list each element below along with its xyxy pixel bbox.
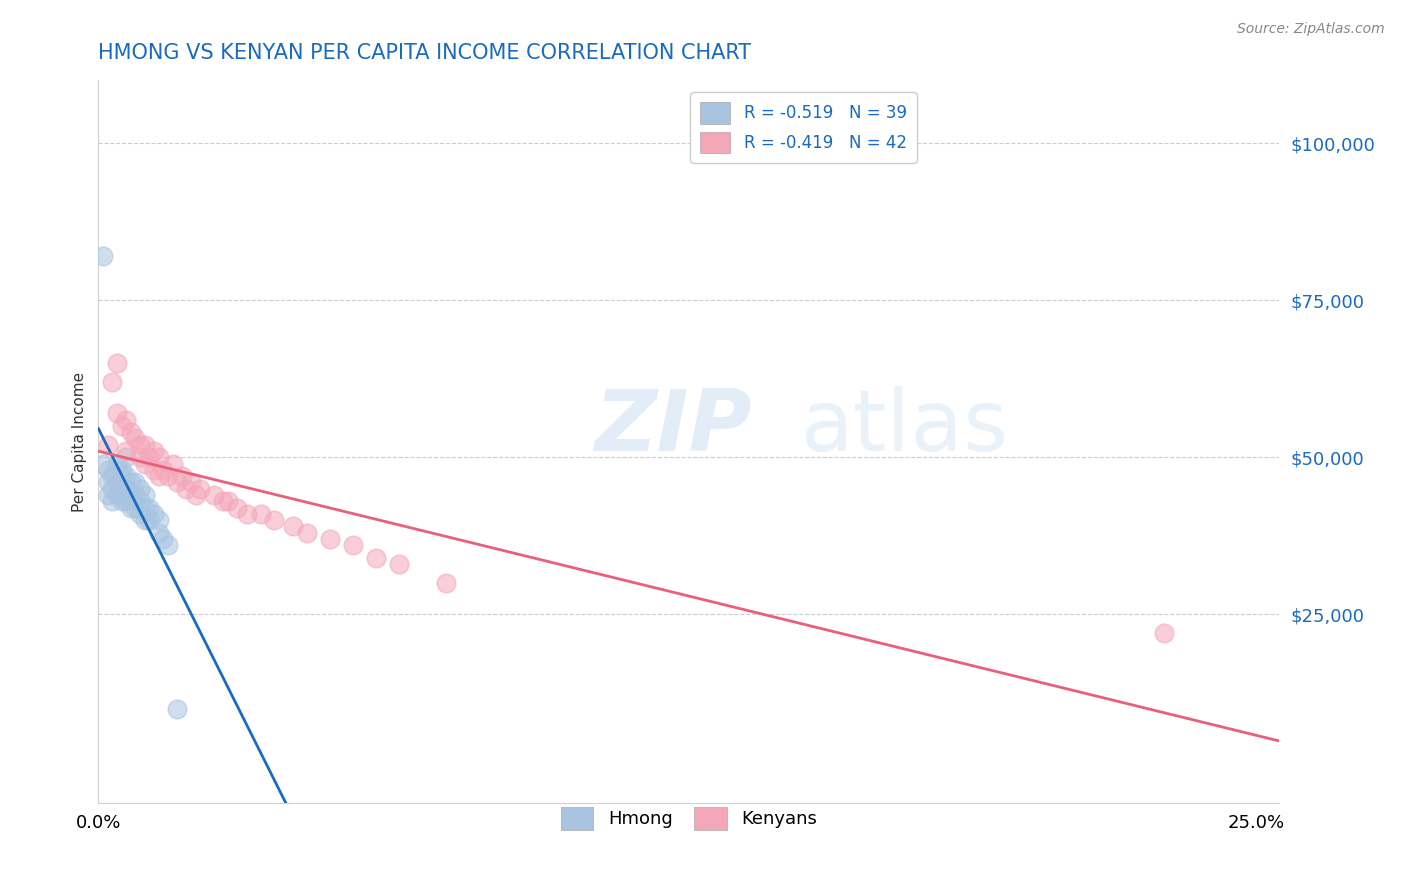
Point (342, 538, 364, 552)
Point (91, 457, 114, 471)
Point (115, 450, 138, 465)
Point (202, 488, 225, 502)
Point (101, 482, 124, 496)
Text: Source: ZipAtlas.com: Source: ZipAtlas.com (1237, 22, 1385, 37)
Point (148, 469, 170, 483)
Point (115, 444, 138, 458)
Point (129, 438, 152, 452)
Point (134, 488, 156, 502)
Point (180, 475, 202, 490)
Point (129, 482, 152, 496)
Point (166, 701, 188, 715)
Point (188, 482, 211, 496)
Point (170, 469, 193, 483)
Point (129, 494, 152, 508)
Point (143, 463, 166, 477)
Point (138, 450, 160, 465)
Text: atlas: atlas (801, 385, 1010, 468)
Point (105, 475, 128, 490)
Point (226, 500, 249, 515)
Point (434, 575, 457, 590)
Point (134, 457, 156, 471)
Point (115, 482, 138, 496)
Point (120, 500, 142, 515)
Point (166, 475, 188, 490)
Text: HMONG VS KENYAN PER CAPITA INCOME CORRELATION CHART: HMONG VS KENYAN PER CAPITA INCOME CORREL… (98, 44, 752, 63)
Point (91, 249, 114, 263)
Point (249, 507, 271, 521)
Point (101, 375, 124, 389)
Point (156, 538, 179, 552)
Y-axis label: Per Capita Income: Per Capita Income (72, 371, 87, 512)
Point (120, 475, 142, 490)
Point (105, 406, 128, 420)
Point (212, 494, 235, 508)
Point (176, 482, 198, 496)
Point (156, 469, 179, 483)
Point (295, 525, 318, 540)
Point (110, 418, 132, 433)
Point (124, 475, 146, 490)
Point (115, 494, 138, 508)
Point (115, 469, 138, 483)
Point (124, 500, 146, 515)
Point (110, 463, 132, 477)
Point (124, 431, 146, 445)
Point (101, 469, 124, 483)
Point (120, 488, 142, 502)
Point (138, 500, 160, 515)
Point (366, 550, 388, 565)
Point (124, 488, 146, 502)
Point (143, 507, 166, 521)
Point (152, 532, 174, 546)
Point (281, 519, 304, 533)
Point (184, 488, 207, 502)
Point (148, 513, 170, 527)
Point (134, 500, 156, 515)
Legend: Hmong, Kenyans: Hmong, Kenyans (554, 799, 824, 837)
Point (138, 513, 160, 527)
Point (263, 513, 285, 527)
Point (217, 494, 239, 508)
Point (110, 469, 132, 483)
Point (152, 463, 174, 477)
Point (134, 513, 156, 527)
Point (319, 532, 342, 546)
Point (134, 438, 156, 452)
Point (388, 557, 411, 571)
Point (105, 356, 128, 370)
Point (162, 457, 184, 471)
Point (110, 482, 132, 496)
Point (143, 444, 166, 458)
Point (148, 525, 170, 540)
Point (110, 494, 132, 508)
Point (101, 494, 124, 508)
Point (129, 450, 152, 465)
Point (105, 457, 128, 471)
Point (97, 463, 120, 477)
Point (235, 507, 257, 521)
Point (1153, 626, 1175, 640)
Point (97, 438, 120, 452)
Point (105, 488, 128, 502)
Point (148, 450, 170, 465)
Point (115, 412, 138, 426)
Point (129, 507, 152, 521)
Text: ZIP: ZIP (595, 385, 752, 468)
Point (97, 488, 120, 502)
Point (120, 425, 142, 439)
Point (97, 475, 120, 490)
